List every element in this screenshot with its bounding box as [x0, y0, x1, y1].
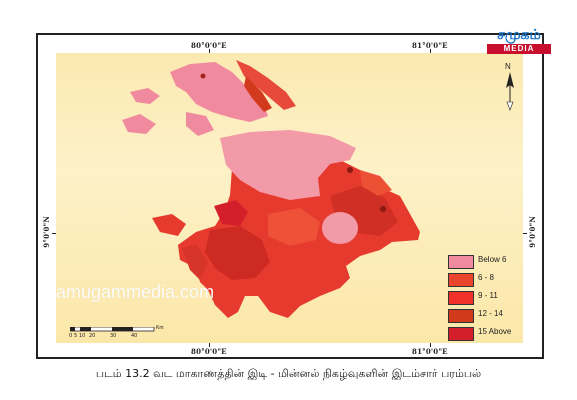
graticule-label-bottom-left: 80°0'0"E: [191, 347, 227, 356]
region-islands-west: [130, 88, 160, 104]
scale-unit: Km: [156, 325, 164, 331]
legend-swatch: [448, 255, 474, 269]
logo-band: MEDIA: [487, 44, 551, 54]
hotspot-peninsula: [200, 73, 206, 79]
region-mannar: [152, 214, 186, 236]
region-jaffna-east-strip: [236, 60, 296, 110]
logo-name: சமுகம்: [497, 27, 541, 43]
region-west-coast: [182, 244, 208, 280]
hotspot-east: [380, 206, 386, 212]
legend-swatch: [448, 327, 474, 341]
scale-tick-20: 20: [89, 333, 96, 339]
graticule-tick-bottom-right: [430, 343, 431, 347]
region-zone-15-above: [214, 200, 248, 226]
region-jaffna-peninsula: [170, 62, 268, 122]
scale-bar-graphic: [70, 327, 155, 332]
legend-item-9-11: 9 - 11: [446, 288, 520, 306]
graticule-tick-bottom-left: [209, 343, 210, 347]
scale-tick-10: 10: [79, 333, 86, 339]
scale-tick-0: 0: [69, 333, 73, 339]
legend-item-12-14: 12 - 14: [446, 306, 520, 324]
graticule-tick-right: [523, 233, 527, 234]
graticule-label-bottom-right: 81°0'0"E: [412, 347, 448, 356]
samugam-media-logo[interactable]: சமுகம் MEDIA: [487, 27, 551, 65]
legend-label: Below 6: [478, 255, 507, 264]
legend-swatch: [448, 309, 474, 323]
legend-item-6-8: 6 - 8: [446, 270, 520, 288]
legend-item-15-above: 15 Above: [446, 324, 520, 342]
figure-caption: படம் 13.2 வட மாகாணத்தின் இடி - மின்னல் ந…: [95, 367, 482, 380]
north-arrow-icon: [506, 72, 514, 111]
scale-tick-40: 40: [131, 333, 138, 339]
legend-label: 15 Above: [478, 327, 512, 336]
region-zone-6-8: [268, 208, 320, 246]
legend-swatch: [448, 291, 474, 305]
graticule-tick-top-left: [209, 49, 210, 53]
graticule-tick-left: [52, 233, 56, 234]
legend-label: 12 - 14: [478, 309, 503, 318]
north-arrow: N: [500, 62, 520, 112]
scale-tick-5: 5: [74, 333, 78, 339]
watermark: amugammedia.com: [56, 282, 215, 302]
graticule-label-top-left: 80°0'0"E: [191, 41, 227, 50]
region-islands-mid: [186, 112, 214, 136]
graticule-tick-top-right: [430, 49, 431, 53]
legend-item-below-6: Below 6: [446, 252, 520, 270]
legend: Below 6 6 - 8 9 - 11 12 - 14 15 Above: [446, 252, 520, 342]
north-label: N: [505, 62, 511, 71]
region-zone-12-14-west: [205, 226, 270, 280]
region-jaffna-dark: [244, 76, 272, 112]
hotspot-north: [347, 167, 353, 173]
region-below-6-south: [322, 212, 358, 244]
region-below-6-north: [220, 130, 356, 200]
graticule-label-right: 9°0'0"N: [528, 216, 537, 248]
legend-label: 6 - 8: [478, 273, 495, 282]
graticule-label-top-right: 81°0'0"E: [412, 41, 448, 50]
legend-label: 9 - 11: [478, 291, 498, 300]
scale-bar: Km 0 5 10 20 30 40: [69, 325, 164, 339]
region-islands-sw: [122, 114, 156, 134]
scale-tick-30: 30: [110, 333, 117, 339]
legend-swatch: [448, 273, 474, 287]
graticule-label-left: 9°0'0"N: [42, 216, 51, 248]
region-zone-6-8-east: [360, 170, 392, 196]
